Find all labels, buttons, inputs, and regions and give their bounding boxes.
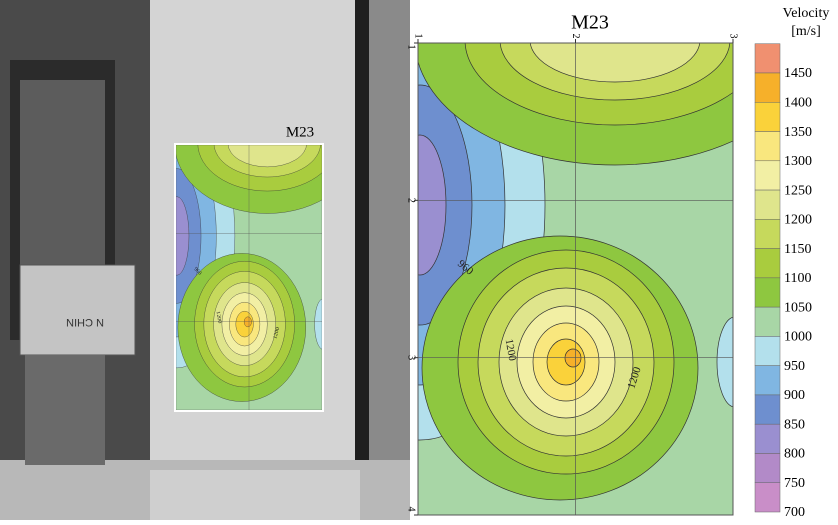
chart-title: M23 — [571, 12, 609, 34]
colorbar-label: 1450 — [784, 66, 812, 81]
colorbar-band — [754, 423, 781, 454]
colorbar-label: 700 — [784, 505, 805, 520]
contour-band — [418, 134, 447, 276]
colorbar-band — [754, 482, 781, 513]
colorbar-label: 900 — [784, 388, 805, 403]
colorbar-band — [754, 131, 781, 162]
colorbar-band — [754, 102, 781, 132]
colorbar-label: 1050 — [784, 300, 812, 315]
colorbar-label: 1000 — [784, 330, 812, 345]
contour-band — [529, 43, 701, 83]
inset-title: M23 — [286, 124, 314, 140]
colorbar-band — [754, 72, 781, 103]
colorbar-label: 1350 — [784, 125, 812, 140]
colorbar-label: 850 — [784, 417, 805, 432]
y-tick-label: 3 — [406, 355, 417, 360]
colorbar-label: 1300 — [784, 154, 812, 169]
colorbar-band — [754, 453, 781, 483]
colorbar-band — [754, 365, 781, 396]
colorbar-label: 1200 — [784, 213, 812, 228]
x-tick-label: 1 — [413, 34, 424, 39]
x-tick-label: 2 — [570, 34, 581, 39]
colorbar-label: 1250 — [784, 183, 812, 198]
colorbar-label: 1150 — [784, 242, 811, 257]
colorbar-band — [754, 219, 781, 249]
colorbar-title: Velocity — [783, 6, 830, 21]
colorbar-label: 950 — [784, 359, 805, 374]
y-tick-label: 1 — [406, 45, 417, 50]
colorbar-label: 800 — [784, 447, 805, 462]
colorbar-band — [754, 277, 781, 308]
y-tick-label: 4 — [406, 507, 417, 512]
colorbar-band — [754, 160, 781, 191]
colorbar-label: 750 — [784, 476, 805, 491]
colorbar-unit: [m/s] — [791, 24, 821, 39]
colorbar-label: 1400 — [784, 95, 812, 110]
box-text: N CHIN — [66, 316, 104, 328]
colorbar-band — [754, 336, 781, 366]
contour-band — [716, 316, 733, 408]
contour-label: 1200 — [503, 338, 519, 362]
colorbar-band — [754, 394, 781, 425]
x-tick-label: 3 — [728, 34, 739, 39]
y-tick-label: 2 — [406, 198, 417, 203]
colorbar-band — [754, 306, 781, 337]
colorbar-label: 1100 — [784, 271, 811, 286]
colorbar-band — [754, 189, 781, 220]
colorbar-band — [754, 43, 781, 74]
colorbar-band — [754, 248, 781, 279]
